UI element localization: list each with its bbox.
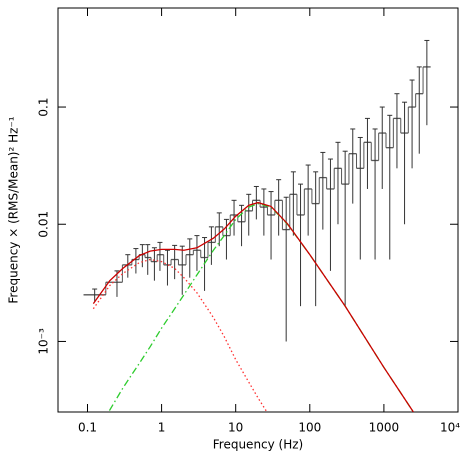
model-line — [107, 202, 414, 412]
plot-frame — [57, 7, 459, 413]
y-tick-label: 10⁻³ — [37, 328, 51, 355]
y-tick-label: 0.1 — [37, 97, 51, 116]
x-tick-label: 1 — [158, 421, 166, 435]
model-line — [92, 201, 414, 412]
model-line — [92, 258, 268, 412]
x-tick-label: 1000 — [369, 421, 400, 435]
x-tick-label: 100 — [298, 421, 321, 435]
y-axis-title: Frequency × (RMS/Mean)² Hz⁻¹ — [7, 116, 21, 303]
x-axis-title: Frequency (Hz) — [213, 438, 304, 452]
y-tick-label: 0.01 — [37, 211, 51, 238]
x-tick-label: 10⁴ — [440, 421, 460, 435]
x-tick-label: 10 — [228, 421, 243, 435]
x-tick-label: 0.1 — [78, 421, 97, 435]
plot-area — [83, 39, 431, 412]
